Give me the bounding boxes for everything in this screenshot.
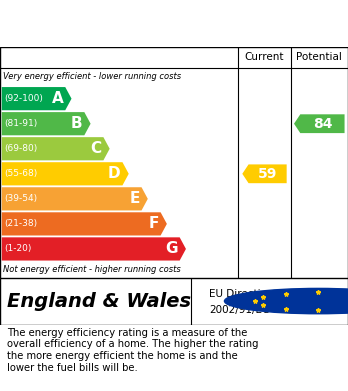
Polygon shape (2, 237, 186, 260)
Text: (39-54): (39-54) (4, 194, 37, 203)
Text: F: F (149, 216, 159, 231)
Text: B: B (71, 116, 82, 131)
Text: Energy Efficiency Rating: Energy Efficiency Rating (50, 14, 298, 32)
Text: G: G (165, 241, 178, 256)
Text: (21-38): (21-38) (4, 219, 37, 228)
Polygon shape (2, 87, 72, 110)
Text: EU Directive: EU Directive (209, 289, 273, 299)
Text: D: D (108, 166, 121, 181)
Text: The energy efficiency rating is a measure of the
overall efficiency of a home. T: The energy efficiency rating is a measur… (7, 328, 259, 373)
Text: 84: 84 (313, 117, 333, 131)
Polygon shape (2, 137, 110, 160)
Text: (55-68): (55-68) (4, 169, 38, 178)
Text: (1-20): (1-20) (4, 244, 32, 253)
Text: (69-80): (69-80) (4, 144, 38, 153)
Polygon shape (2, 162, 129, 185)
Polygon shape (2, 187, 148, 210)
Text: 2002/91/EC: 2002/91/EC (209, 305, 269, 316)
Text: 59: 59 (258, 167, 278, 181)
Polygon shape (2, 112, 90, 135)
Circle shape (224, 289, 348, 314)
Text: Very energy efficient - lower running costs: Very energy efficient - lower running co… (3, 72, 182, 81)
Text: A: A (52, 91, 64, 106)
Text: Current: Current (245, 52, 284, 62)
Text: (92-100): (92-100) (4, 94, 43, 103)
Text: E: E (129, 191, 140, 206)
Text: (81-91): (81-91) (4, 119, 38, 128)
Text: England & Wales: England & Wales (7, 292, 191, 310)
Polygon shape (242, 164, 287, 183)
Polygon shape (294, 114, 345, 133)
Text: C: C (90, 141, 102, 156)
Polygon shape (2, 212, 167, 235)
Text: Potential: Potential (296, 52, 342, 62)
Text: Not energy efficient - higher running costs: Not energy efficient - higher running co… (3, 265, 181, 274)
